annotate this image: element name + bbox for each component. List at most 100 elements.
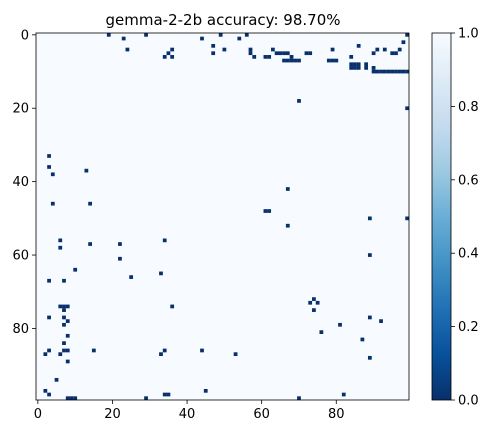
heatmap-cell xyxy=(162,392,167,397)
heatmap-cell xyxy=(50,201,55,206)
heatmap-cell xyxy=(47,278,51,283)
heatmap-cell xyxy=(353,62,357,67)
heatmap-cell xyxy=(356,62,361,67)
heatmap-cell xyxy=(118,242,122,246)
heatmap-cell xyxy=(211,44,216,48)
heatmap-cell xyxy=(293,58,298,63)
heatmap-cell xyxy=(200,36,204,41)
heatmap-frame xyxy=(35,32,410,401)
heatmap-cell xyxy=(297,396,301,401)
heatmap-cell xyxy=(371,66,376,70)
heatmap-cell xyxy=(282,58,286,63)
heatmap-cell xyxy=(364,66,369,70)
heatmap-cell xyxy=(121,36,126,41)
heatmap-cell xyxy=(65,304,70,309)
heatmap-cell xyxy=(405,69,410,74)
colorbar-tick-label: 0.4 xyxy=(458,247,479,262)
y-tick-label: 60 xyxy=(12,249,29,264)
y-tick-label: 0 xyxy=(21,28,29,43)
heatmap-cell xyxy=(233,352,238,357)
heatmap-cell xyxy=(43,352,48,357)
heatmap-cell xyxy=(248,51,253,56)
heatmap-cell xyxy=(73,396,78,401)
heatmap-cell xyxy=(285,187,290,191)
heatmap-cell xyxy=(304,51,309,56)
y-tick-label: 80 xyxy=(12,322,29,337)
heatmap-cell xyxy=(252,55,257,59)
heatmap-cell xyxy=(401,40,406,45)
x-axis: 0 20 40 60 80 xyxy=(34,400,345,422)
heatmap-cell xyxy=(367,253,372,257)
heatmap-cell xyxy=(43,388,48,393)
heatmap-cell xyxy=(405,106,410,111)
colorbar-tick-label: 0.0 xyxy=(458,394,479,409)
heatmap-cell xyxy=(65,396,70,401)
heatmap-cell xyxy=(58,238,63,243)
heatmap-cell xyxy=(289,58,294,63)
heatmap-cell xyxy=(170,55,175,59)
colorbar-tick-label: 1.0 xyxy=(458,27,479,42)
heatmap-cell xyxy=(203,388,208,393)
heatmap-cell xyxy=(270,47,275,52)
heatmap-cell xyxy=(297,58,301,63)
heatmap-cell xyxy=(244,33,249,37)
x-tick-label: 40 xyxy=(179,407,196,422)
heatmap-cell xyxy=(144,396,148,401)
heatmap-cell xyxy=(267,209,272,213)
heatmap-background xyxy=(36,33,409,400)
heatmap-cell xyxy=(211,51,216,56)
heatmap-cell xyxy=(47,348,51,353)
heatmap-cell xyxy=(91,348,96,353)
heatmap-cell xyxy=(58,245,63,250)
heatmap-plot-area xyxy=(35,32,410,401)
colorbar-gradient xyxy=(431,32,452,401)
heatmap-cell xyxy=(65,333,70,338)
heatmap-cell xyxy=(334,58,339,63)
heatmap-cell xyxy=(58,352,63,357)
heatmap-cell xyxy=(166,51,171,56)
colorbar-tick-label: 0.2 xyxy=(458,320,479,335)
heatmap-cell xyxy=(282,51,286,56)
heatmap-cell xyxy=(312,297,316,301)
heatmap-cell xyxy=(144,33,148,37)
heatmap-cell xyxy=(50,172,55,177)
heatmap-cell xyxy=(69,396,74,401)
x-tick-label: 20 xyxy=(104,407,121,422)
heatmap-cell xyxy=(382,47,387,52)
heatmap-cell xyxy=(356,44,361,48)
heatmap-cell xyxy=(47,165,51,169)
heatmap-cell xyxy=(289,55,294,59)
heatmap-cell xyxy=(349,55,354,59)
heatmap-cell xyxy=(170,304,175,309)
heatmap-cell xyxy=(360,337,365,342)
heatmap-cell xyxy=(274,51,279,56)
heatmap-cell xyxy=(263,55,268,59)
colorbar: 0.0 0.2 0.4 0.6 0.8 1.0 xyxy=(431,27,479,409)
heatmap-cell xyxy=(297,99,301,103)
heatmap-cell xyxy=(237,36,242,41)
heatmap-cell xyxy=(330,58,335,63)
heatmap-cell xyxy=(338,322,342,327)
y-tick-label: 40 xyxy=(12,175,29,190)
heatmap-cell xyxy=(326,58,331,63)
heatmap-cell xyxy=(65,319,70,323)
heatmap-cell xyxy=(308,300,313,305)
heatmap-cell xyxy=(394,69,398,74)
heatmap-cell xyxy=(405,216,410,221)
heatmap-cells xyxy=(43,33,410,401)
heatmap-cell xyxy=(62,308,66,312)
heatmap-cell xyxy=(353,66,357,70)
heatmap-cell xyxy=(62,278,66,283)
heatmap-cell xyxy=(382,69,387,74)
heatmap-cell xyxy=(405,33,410,37)
heatmap-cell xyxy=(390,51,395,56)
heatmap-cell xyxy=(54,377,59,382)
heatmap-cell xyxy=(73,267,78,272)
heatmap-cell xyxy=(159,271,163,276)
heatmap-cell xyxy=(285,51,290,56)
heatmap-cell xyxy=(397,47,402,52)
heatmap-cell xyxy=(159,352,163,357)
heatmap-cell xyxy=(349,62,354,67)
heatmap-cell xyxy=(390,69,395,74)
heatmap-cell xyxy=(118,256,122,261)
